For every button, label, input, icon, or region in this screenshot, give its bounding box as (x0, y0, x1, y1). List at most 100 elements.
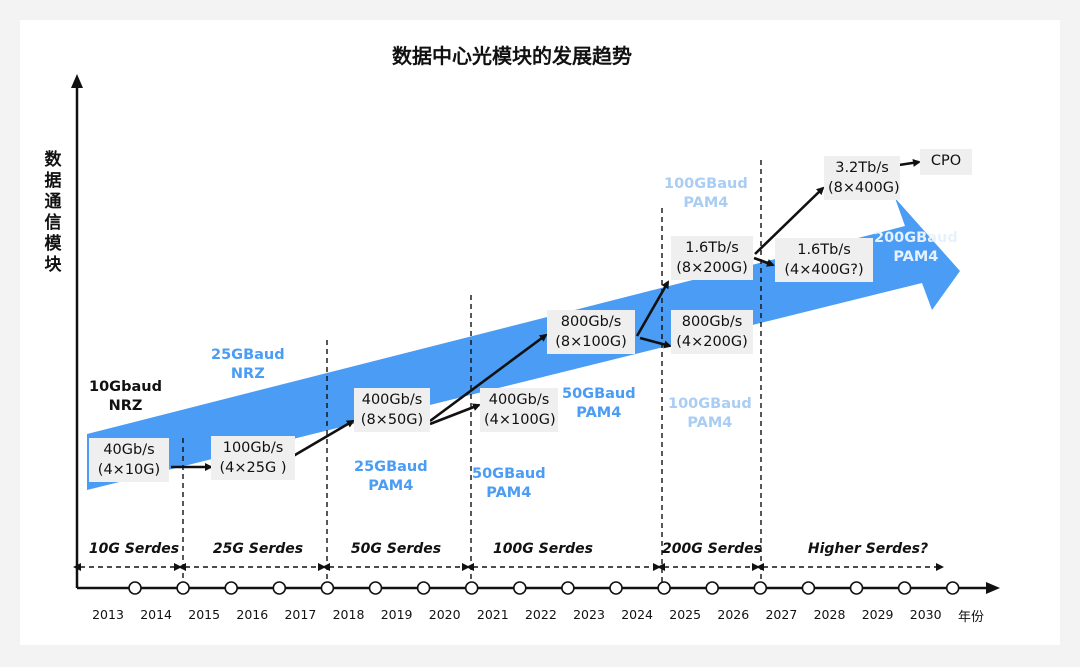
module-box-1.6t-8x200: 1.6Tb/s (8×200G) (671, 236, 753, 280)
year-label: 2029 (861, 607, 894, 622)
y-axis-arrowhead (71, 74, 83, 88)
baud-label-25g-pam4: 25GBaud PAM4 (354, 458, 428, 496)
baud-modulation: PAM4 (683, 195, 729, 211)
module-rate: CPO (930, 153, 962, 169)
module-box-cpo: CPO (920, 149, 972, 175)
module-rate: 1.6Tb/s (797, 242, 851, 258)
year-marker (272, 581, 287, 595)
year-marker (609, 581, 623, 595)
baud-rate: 25GBaud (354, 459, 428, 475)
serdes-label-200g: 200G Serdes (662, 541, 762, 557)
y-axis-label-char: 信 (44, 213, 62, 233)
year-marker (753, 581, 768, 595)
year-marker (801, 581, 816, 595)
module-config: (4×10G) (97, 462, 161, 478)
year-marker (849, 581, 864, 595)
year-marker (224, 581, 238, 595)
module-config: (4×400G?) (784, 262, 864, 278)
module-box-400g-4x100: 400Gb/s (4×100G) (480, 388, 558, 432)
year-label: 2023 (573, 607, 605, 622)
year-marker (128, 581, 142, 595)
module-box-100g: 100Gb/s (4×25G ) (211, 436, 295, 480)
year-marker (512, 581, 527, 595)
module-config: (4×100G) (484, 412, 556, 428)
y-axis-label-char: 数 (44, 150, 62, 170)
baud-label-25g-nrz: 25GBaud NRZ (211, 346, 285, 384)
module-rate: 400Gb/s (361, 392, 423, 408)
module-config: (8×200G) (676, 260, 748, 276)
module-rate: 400Gb/s (488, 392, 550, 408)
baud-rate: 10Gbaud (89, 379, 162, 395)
baud-rate: 50GBaud (472, 466, 546, 482)
baud-modulation: PAM4 (486, 485, 532, 501)
baud-rate: 100GBaud (664, 176, 748, 192)
year-marker (320, 581, 335, 595)
module-rate: 1.6Tb/s (685, 240, 739, 256)
era-separators (182, 160, 762, 582)
module-box-400g-8x50: 400Gb/s (8×50G) (354, 388, 430, 432)
diagram-title: 数据中心光模块的发展趋势 (392, 44, 632, 68)
baud-label-200g-pam4: 200GBaud PAM4 (874, 229, 958, 267)
year-marker (176, 581, 190, 595)
baud-label-100g-pam4-bottom: 100GBaud PAM4 (668, 395, 752, 433)
baud-modulation: NRZ (230, 366, 265, 382)
module-box-1.6t-4x400: 1.6Tb/s (4×400G?) (775, 238, 873, 282)
y-axis-label-char: 块 (44, 255, 62, 275)
baud-rate: 50GBaud (562, 386, 636, 402)
module-config: (8×50G) (360, 412, 424, 428)
year-label: 2021 (476, 607, 509, 622)
baud-rate: 100GBaud (668, 396, 752, 412)
year-marker (416, 581, 431, 595)
year-label: 2027 (765, 607, 798, 622)
baud-rate: 200GBaud (874, 230, 958, 246)
year-label: 2028 (813, 607, 846, 622)
y-axis-label-char: 通 (44, 192, 62, 212)
y-axis-label-char: 模 (44, 234, 62, 254)
year-label: 2022 (524, 607, 557, 622)
year-label: 2013 (92, 607, 124, 622)
year-label: 2020 (428, 607, 461, 622)
serdes-label-higher: Higher Serdes? (807, 541, 929, 557)
serdes-label-25g: 25G Serdes (212, 541, 304, 557)
module-rate: 3.2Tb/s (835, 160, 889, 176)
baud-label-10g-nrz: 10Gbaud NRZ (89, 378, 162, 416)
module-config: (8×400G) (828, 180, 900, 196)
year-markers (128, 581, 960, 595)
module-box-800g-8x100: 800Gb/s (8×100G) (547, 310, 635, 354)
baud-label-50g-pam4-b: 50GBaud PAM4 (562, 385, 636, 423)
baud-rate: 25GBaud (211, 347, 285, 363)
year-label: 2024 (621, 607, 653, 622)
baud-modulation: PAM4 (687, 415, 733, 431)
y-axis-label: 数 据 通 信 模 块 (42, 150, 64, 276)
year-marker (368, 581, 383, 595)
year-label: 2026 (717, 607, 750, 622)
year-label: 2018 (332, 607, 365, 622)
year-label: 2016 (236, 607, 269, 622)
baud-modulation: PAM4 (368, 478, 414, 494)
year-marker (561, 581, 575, 595)
year-label: 2019 (380, 607, 413, 622)
year-marker (705, 581, 720, 595)
year-label: 2030 (909, 607, 942, 622)
module-config: (4×25G ) (219, 460, 287, 476)
year-marker (897, 581, 912, 595)
year-label: 2015 (188, 607, 221, 622)
baud-modulation: PAM4 (576, 405, 622, 421)
module-box-40g: 40Gb/s (4×10G) (89, 438, 169, 482)
module-box-800g-4x200: 800Gb/s (4×200G) (671, 310, 753, 354)
year-marker (464, 581, 479, 595)
serdes-label-10g: 10G Serdes (88, 541, 180, 557)
year-label: 2025 (669, 607, 702, 622)
module-rate: 40Gb/s (103, 442, 155, 458)
serdes-label-50g: 50G Serdes (350, 541, 442, 557)
x-axis-arrowhead (986, 582, 1000, 594)
module-box-3.2t: 3.2Tb/s (8×400G) (824, 156, 900, 200)
module-config: (4×200G) (676, 334, 748, 350)
y-axis-label-char: 据 (44, 171, 62, 191)
baud-label-50g-pam4-a: 50GBaud PAM4 (472, 465, 546, 503)
year-label: 2014 (140, 607, 172, 622)
module-rate: 800Gb/s (681, 314, 743, 330)
module-rate: 100Gb/s (222, 440, 284, 456)
